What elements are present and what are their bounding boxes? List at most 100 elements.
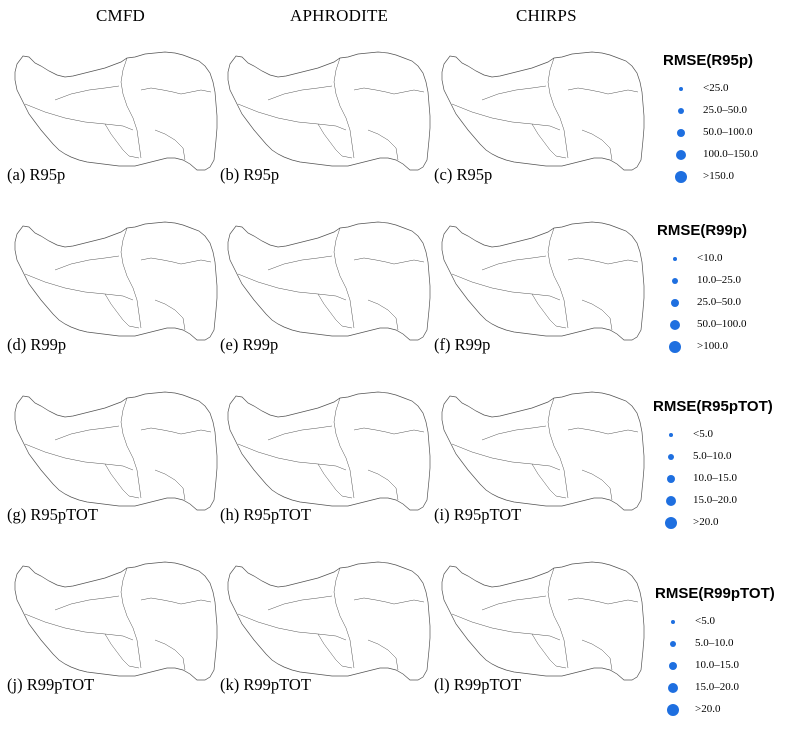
region-boundary (581, 469, 613, 501)
region-boundary (237, 613, 347, 641)
plateau-map (14, 391, 218, 511)
region-boundary (154, 129, 186, 161)
legend-item: 10.0–15.0 (655, 657, 800, 679)
region-boundary (267, 255, 333, 271)
region-boundary (24, 613, 134, 641)
legend-dot (679, 87, 683, 91)
panel-label: (h) R95pTOT (220, 505, 311, 524)
legend-item: 10.0–15.0 (653, 470, 800, 492)
legend-dot (676, 150, 686, 160)
region-boundary (481, 255, 547, 271)
legend-item: 25.0–50.0 (657, 294, 800, 316)
column-header-cmfd: CMFD (96, 6, 145, 25)
map-panel-r95ptot-cmfd (5, 370, 220, 530)
map-panel-r95p-aphrodite (218, 30, 433, 190)
plateau-outline (14, 391, 218, 511)
plateau-outline (14, 221, 218, 341)
region-boundary (451, 443, 561, 471)
region-boundary (120, 567, 142, 669)
region-boundary (531, 293, 567, 329)
plateau-outline (14, 51, 218, 171)
panel-label: (i) R95pTOT (434, 505, 522, 524)
plateau-outline (441, 221, 645, 341)
map-panel-r95ptot-chirps (432, 370, 647, 530)
region-boundary (567, 597, 639, 605)
legend-item: 15.0–20.0 (655, 679, 800, 701)
legend-item: >100.0 (657, 338, 800, 360)
region-boundary (140, 597, 212, 605)
legend-label: >20.0 (695, 703, 721, 715)
legend-r99ptot: RMSE(R99pTOT) <5.0 5.0–10.0 10.0–15.0 15.0–2… (655, 585, 800, 755)
legend-label: 15.0–20.0 (695, 681, 739, 693)
legend-dot (669, 662, 677, 670)
legend-item: >20.0 (655, 701, 800, 723)
plateau-outline (14, 561, 218, 681)
panel-label: (g) R95pTOT (7, 505, 98, 524)
region-boundary (581, 639, 613, 671)
region-boundary (317, 123, 353, 159)
legend-dot (669, 433, 673, 437)
region-boundary (237, 273, 347, 301)
legend-label: <25.0 (703, 82, 729, 94)
region-boundary (154, 639, 186, 671)
region-boundary (581, 299, 613, 331)
legend-dot (670, 320, 680, 330)
legend-item: 25.0–50.0 (663, 102, 800, 124)
legend-label: 10.0–15.0 (693, 472, 737, 484)
legend-dot (671, 299, 679, 307)
legend-dot (670, 641, 676, 647)
region-boundary (24, 103, 134, 131)
region-boundary (353, 597, 425, 605)
region-boundary (547, 227, 569, 329)
panel-label: (f) R99p (434, 335, 491, 354)
panel-label: (d) R99p (7, 335, 67, 354)
legend-item: 10.0–25.0 (657, 272, 800, 294)
region-boundary (367, 129, 399, 161)
map-panel-r99ptot-cmfd (5, 540, 220, 700)
legend-label: 50.0–100.0 (697, 318, 747, 330)
legend-label: 50.0–100.0 (703, 126, 753, 138)
region-boundary (24, 273, 134, 301)
region-boundary (267, 85, 333, 101)
map-panel-r99ptot-aphrodite (218, 540, 433, 700)
region-boundary (547, 57, 569, 159)
region-boundary (353, 427, 425, 435)
map-panel-r95p-cmfd (5, 30, 220, 190)
plateau-outline (227, 561, 431, 681)
legend-dot (677, 129, 685, 137)
map-panel-r95ptot-aphrodite (218, 370, 433, 530)
region-boundary (531, 633, 567, 669)
legend-item: >150.0 (663, 168, 800, 190)
legend-title: RMSE(R99pTOT) (655, 585, 775, 602)
legend-label: 15.0–20.0 (693, 494, 737, 506)
region-boundary (353, 257, 425, 265)
region-boundary (317, 463, 353, 499)
panel-label: (b) R95p (220, 165, 280, 184)
plateau-map (441, 561, 645, 681)
region-boundary (154, 469, 186, 501)
region-boundary (481, 425, 547, 441)
region-boundary (333, 227, 355, 329)
panel-label: (c) R95p (434, 165, 493, 184)
legend-label: 100.0–150.0 (703, 148, 758, 160)
legend-item: <10.0 (657, 250, 800, 272)
legend-item: <25.0 (663, 80, 800, 102)
legend-dot (665, 517, 677, 529)
legend-dot (672, 278, 678, 284)
region-boundary (367, 469, 399, 501)
region-boundary (120, 57, 142, 159)
legend-item: 50.0–100.0 (663, 124, 800, 146)
legend-dot (669, 341, 681, 353)
region-boundary (140, 87, 212, 95)
region-boundary (317, 633, 353, 669)
plateau-outline (227, 221, 431, 341)
region-boundary (481, 595, 547, 611)
legend-item: 15.0–20.0 (653, 492, 800, 514)
plateau-map (14, 221, 218, 341)
legend-label: 5.0–10.0 (695, 637, 734, 649)
region-boundary (317, 293, 353, 329)
region-boundary (24, 443, 134, 471)
plateau-map (227, 51, 431, 171)
legend-label: >150.0 (703, 170, 734, 182)
legend-item: 5.0–10.0 (655, 635, 800, 657)
